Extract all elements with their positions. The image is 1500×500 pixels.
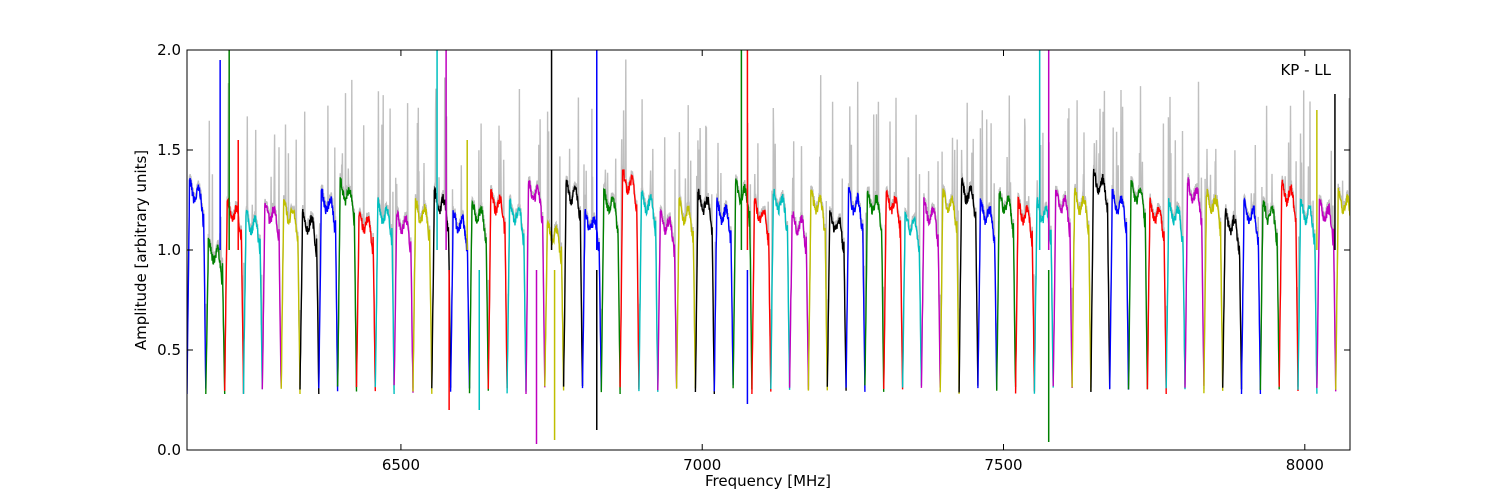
sub-band-line [638, 190, 659, 392]
sub-band-line [996, 191, 1017, 391]
sub-band-line [506, 198, 527, 394]
axis-ticks: 6500 7000 7500 8000 0.0 0.5 1.0 1.5 2.0 [157, 41, 1350, 474]
sub-band-line [187, 177, 207, 395]
y-tick-label: 0.5 [157, 341, 181, 359]
sub-band-line [355, 210, 376, 392]
x-tick-label: 8000 [1286, 456, 1324, 474]
sub-band-line [280, 199, 301, 395]
sub-band-line [318, 188, 339, 392]
background-band [280, 124, 301, 385]
sub-band-line [657, 208, 678, 391]
sub-band-line [920, 197, 941, 388]
sub-band-line [958, 176, 979, 393]
y-tick-label: 1.5 [157, 141, 181, 159]
background-band [1014, 118, 1036, 390]
sub-band-series [187, 50, 1350, 444]
sub-band-line [242, 209, 263, 395]
sub-band-line [299, 208, 320, 395]
sub-band-line [205, 237, 226, 395]
sub-band-line [1165, 198, 1186, 390]
sub-band-line [1109, 188, 1130, 390]
y-tick-label: 1.0 [157, 241, 181, 259]
sub-band-line [807, 189, 828, 391]
sub-band-line [1316, 198, 1337, 392]
sub-band-line [1090, 168, 1111, 393]
sub-band-line [694, 188, 715, 395]
sub-band-line [1297, 198, 1318, 394]
background-band [788, 141, 810, 386]
sub-band-line [374, 197, 395, 395]
sub-band-line [901, 211, 923, 388]
sub-band-line [261, 202, 282, 390]
sub-band-line [770, 188, 791, 390]
chart-annotation: KP - LL [1280, 61, 1331, 79]
sub-band-line [1335, 187, 1350, 390]
sub-band-line [883, 189, 904, 390]
sub-band-line [431, 185, 452, 389]
sub-band-line [845, 187, 866, 392]
y-axis-label: Amplitude [arbitrary units] [132, 150, 150, 350]
sub-band-line [336, 177, 358, 392]
sub-band-line [562, 179, 584, 387]
sub-band-line [675, 197, 697, 389]
sub-band-line [1014, 196, 1036, 394]
x-tick-label: 7500 [984, 456, 1022, 474]
sub-band-line [468, 199, 489, 394]
background-band [355, 125, 376, 388]
sub-band-line [1033, 197, 1054, 394]
sub-band-line [713, 197, 734, 392]
sub-band-line [939, 188, 960, 394]
sub-band-line [1127, 180, 1149, 390]
sub-band-line [1071, 187, 1092, 392]
sub-band-line [732, 178, 753, 390]
sub-band-line [1203, 188, 1224, 394]
x-axis-label: Frequency [MHz] [705, 472, 831, 490]
y-tick-label: 0.0 [157, 441, 181, 459]
sub-band-line [487, 189, 508, 389]
sub-band-line [525, 180, 546, 395]
x-tick-label: 6500 [382, 456, 420, 474]
background-band [1278, 105, 1299, 388]
y-tick-label: 2.0 [157, 41, 181, 59]
sub-band-line [1184, 177, 1205, 388]
sub-band-line [1278, 179, 1299, 392]
sub-band-line [412, 198, 433, 394]
sub-band-line [581, 209, 602, 391]
sub-band-line [1259, 200, 1280, 391]
sub-band-line [826, 210, 847, 391]
sub-band-line [544, 219, 565, 391]
sub-band-line [751, 197, 772, 395]
sub-band-line [1052, 189, 1073, 389]
sub-band-line [393, 209, 414, 393]
sub-band-line [977, 198, 998, 390]
sub-band-line [619, 169, 640, 390]
sub-band-line [788, 211, 810, 390]
x-tick-label: 7000 [683, 456, 721, 474]
sub-band-line [1240, 197, 1262, 395]
sub-band-line [1146, 197, 1167, 395]
sub-band-line [1222, 208, 1243, 390]
sub-band-line [224, 197, 245, 394]
sub-band-line [600, 187, 621, 395]
sub-band-line [864, 190, 885, 392]
sub-band-line [449, 210, 471, 392]
